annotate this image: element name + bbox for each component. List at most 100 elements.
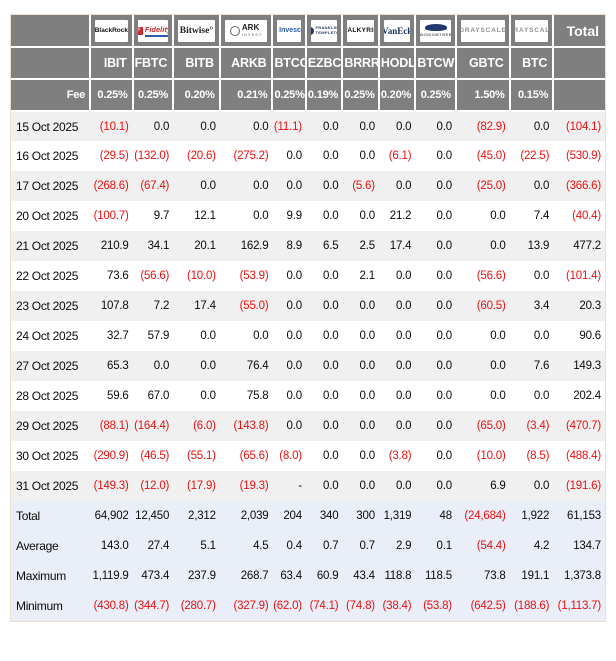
value-cell: 17.4 <box>389 240 412 252</box>
value-cell: - <box>298 480 302 492</box>
value-cell: 0.0 <box>286 150 303 162</box>
provider-cell: VALKYRIE <box>342 15 380 48</box>
fee-row: Fee 0.25% 0.25% 0.20% 0.21% 0.25% 0.19% 0.25% 0.… <box>11 79 605 112</box>
ticker-header: BITB <box>173 47 221 80</box>
value-cell: (164.4) <box>134 420 170 432</box>
summary-value-cell: 237.9 <box>188 570 216 582</box>
wisdomtree-logo: WISDOMTREE <box>420 19 451 42</box>
value-cell: (53.9) <box>239 270 269 282</box>
summary-row-maximum: Maximum 1,119.9 473.4 237.9 268.7 63.4 60.9 43.… <box>11 561 605 591</box>
date-cell: 31 Oct 2025 <box>16 479 79 493</box>
summary-value-cell: 0.7 <box>323 540 339 552</box>
value-cell: 0.0 <box>286 330 303 342</box>
value-cell: 0.0 <box>286 270 303 282</box>
value-cell: 90.6 <box>579 330 601 342</box>
summary-value-cell: 27.4 <box>147 540 170 552</box>
summary-value-cell: 118.8 <box>384 570 412 582</box>
value-cell: 0.0 <box>490 390 506 402</box>
value-cell: 0.0 <box>395 390 412 402</box>
value-cell: 149.3 <box>573 360 601 372</box>
fee-value: 1.50% <box>455 79 511 112</box>
fee-value: 0.20% <box>378 79 417 112</box>
date-cell: 15 Oct 2025 <box>16 119 79 134</box>
value-cell: 0.0 <box>436 330 453 342</box>
summary-value-cell: 2,312 <box>188 510 216 522</box>
value-cell: (82.9) <box>476 120 506 133</box>
provider-cell: WISDOMTREE <box>415 15 457 48</box>
value-cell: 0.0 <box>490 360 506 372</box>
summary-value-cell: 73.8 <box>484 570 506 582</box>
summary-value-cell: 2,039 <box>240 510 269 522</box>
value-cell: (45.0) <box>476 150 506 162</box>
value-cell: 0.0 <box>436 240 453 252</box>
value-cell: 9.9 <box>286 210 303 222</box>
value-cell: 0.0 <box>323 270 339 282</box>
value-cell: 17.4 <box>194 300 216 312</box>
value-cell: 0.0 <box>323 480 339 492</box>
value-cell: 0.0 <box>253 330 269 342</box>
valkyrie-logo: VALKYRIE <box>347 19 374 42</box>
value-cell: 0.0 <box>490 210 506 222</box>
value-cell: (5.6) <box>352 180 375 192</box>
franklin-templeton-logo: FRANKLINTEMPLETON <box>310 19 338 42</box>
value-cell: 0.0 <box>533 180 550 192</box>
value-cell: (275.2) <box>233 150 269 162</box>
date-cell: 24 Oct 2025 <box>16 329 79 343</box>
provider-cell: ▲Invesco <box>272 15 307 48</box>
fee-total-blank-cell <box>553 79 605 112</box>
value-cell: 0.0 <box>200 390 216 402</box>
summary-value-cell: 143.0 <box>100 540 129 552</box>
fee-value: 0.25% <box>415 79 457 112</box>
flow-row: 27 Oct 2025 65.3 0.0 0.0 76.4 0.0 0.0 0.0 0.0 0.0… <box>11 351 605 381</box>
value-cell: (88.1) <box>99 420 129 432</box>
flow-row: 22 Oct 2025 73.6 (56.6) (10.0) (53.9) 0.0 0.0 2… <box>11 261 605 291</box>
value-cell: 0.0 <box>359 420 376 432</box>
value-cell: (268.6) <box>93 180 129 192</box>
summary-value-cell: 43.4 <box>353 570 375 582</box>
value-cell: (530.9) <box>565 150 601 162</box>
value-cell: 0.0 <box>395 360 412 372</box>
ticker-header: HODL <box>378 47 417 80</box>
ticker-header: GBTC <box>455 47 511 80</box>
value-cell: 0.0 <box>323 450 339 462</box>
value-cell: 6.9 <box>490 480 506 492</box>
flow-row: 30 Oct 2025 (290.9) (46.5) (55.1) (65.6) (8.0… <box>11 441 605 471</box>
value-cell: 0.0 <box>323 390 339 402</box>
summary-value-cell: 134.7 <box>573 539 601 552</box>
value-cell: 0.0 <box>323 210 339 222</box>
value-cell: 0.0 <box>533 480 550 492</box>
summary-value-cell: (430.8) <box>93 600 129 612</box>
corner-blank-cell <box>11 15 92 48</box>
summary-value-cell: (1,113.7) <box>557 599 602 612</box>
value-cell: 0.0 <box>436 390 453 402</box>
summary-value-cell: 4.5 <box>253 540 269 552</box>
value-cell: 0.0 <box>200 180 216 192</box>
value-cell: (40.4) <box>572 210 601 222</box>
value-cell: (19.3) <box>239 480 269 492</box>
summary-value-cell: (327.9) <box>233 600 269 612</box>
value-cell: 0.0 <box>153 120 170 133</box>
summary-value-cell: (280.7) <box>180 600 216 612</box>
date-cell: 20 Oct 2025 <box>16 209 79 223</box>
provider-cell: GRAYSCALE <box>455 15 511 48</box>
value-cell: 73.6 <box>107 270 129 282</box>
fee-value: 0.19% <box>305 79 344 112</box>
value-cell: 0.0 <box>395 300 412 312</box>
summary-value-cell: 48 <box>439 510 453 522</box>
summary-value-cell: 63.4 <box>280 570 302 582</box>
value-cell: 0.0 <box>286 180 303 192</box>
value-cell: 0.0 <box>359 300 376 312</box>
flow-row: 21 Oct 2025 210.9 34.1 20.1 162.9 8.9 6.5 2.5 17… <box>11 231 605 261</box>
value-cell: 0.0 <box>436 360 453 372</box>
value-cell: 0.0 <box>436 480 453 492</box>
value-cell: 162.9 <box>240 240 269 252</box>
ticker-header: FBTC <box>132 47 175 80</box>
value-cell: 0.0 <box>395 420 412 432</box>
summary-value-cell: 0.1 <box>436 540 453 552</box>
value-cell: 0.0 <box>323 300 339 312</box>
value-cell: 0.0 <box>395 120 412 133</box>
summary-value-cell: 0.7 <box>359 540 376 552</box>
provider-cell: FRANKLINTEMPLETON <box>305 15 344 48</box>
summary-value-cell: 1,119.9 <box>92 570 129 582</box>
